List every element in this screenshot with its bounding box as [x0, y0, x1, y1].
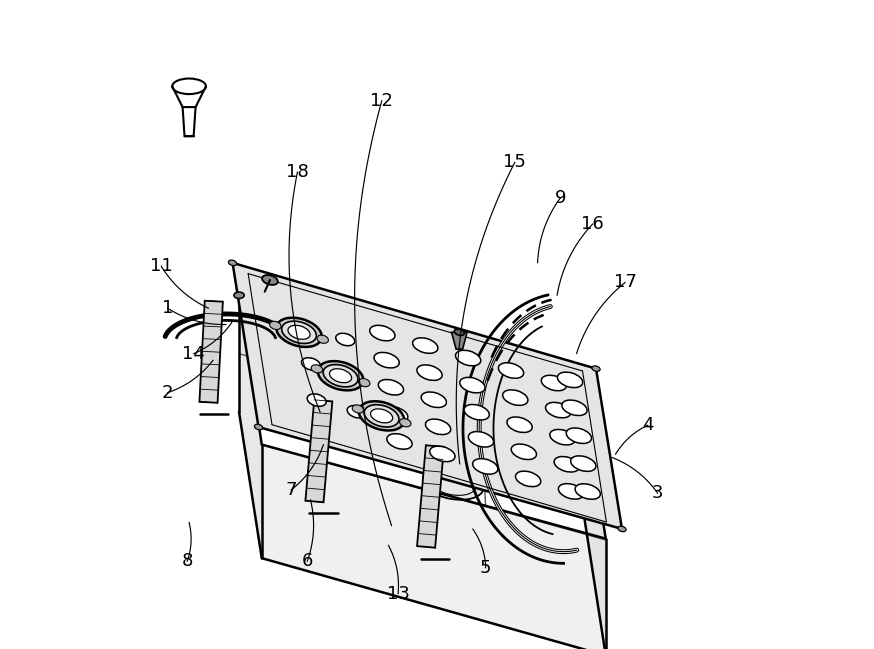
- Ellipse shape: [342, 369, 360, 382]
- Text: 4: 4: [642, 416, 654, 434]
- Text: 7: 7: [285, 481, 297, 499]
- Ellipse shape: [378, 380, 404, 395]
- Ellipse shape: [571, 456, 596, 471]
- Ellipse shape: [468, 432, 494, 447]
- Polygon shape: [239, 295, 262, 558]
- Ellipse shape: [234, 292, 244, 299]
- Ellipse shape: [503, 390, 528, 406]
- Ellipse shape: [371, 409, 392, 423]
- Ellipse shape: [562, 400, 587, 415]
- Ellipse shape: [541, 375, 566, 391]
- Ellipse shape: [426, 419, 451, 435]
- Ellipse shape: [464, 404, 489, 420]
- Ellipse shape: [575, 484, 600, 499]
- Ellipse shape: [323, 365, 358, 387]
- Ellipse shape: [421, 392, 447, 408]
- Ellipse shape: [318, 361, 364, 390]
- Text: 16: 16: [581, 215, 604, 233]
- Ellipse shape: [311, 365, 323, 373]
- Ellipse shape: [172, 79, 206, 94]
- Ellipse shape: [358, 378, 370, 387]
- Polygon shape: [199, 300, 223, 403]
- Ellipse shape: [262, 275, 278, 285]
- Text: 15: 15: [503, 153, 526, 171]
- Ellipse shape: [455, 350, 481, 366]
- Text: 1: 1: [162, 299, 173, 317]
- Ellipse shape: [545, 402, 571, 418]
- Ellipse shape: [550, 430, 575, 445]
- Ellipse shape: [460, 377, 485, 393]
- Polygon shape: [262, 445, 606, 649]
- Ellipse shape: [302, 358, 321, 370]
- Text: 17: 17: [614, 273, 636, 291]
- Ellipse shape: [507, 417, 532, 432]
- Text: 12: 12: [371, 92, 393, 110]
- Ellipse shape: [317, 335, 329, 343]
- Text: 14: 14: [182, 345, 205, 363]
- Polygon shape: [583, 393, 606, 649]
- Polygon shape: [452, 332, 467, 349]
- Ellipse shape: [473, 459, 498, 474]
- Ellipse shape: [558, 484, 584, 499]
- Ellipse shape: [413, 337, 438, 353]
- Ellipse shape: [276, 318, 322, 347]
- Ellipse shape: [359, 401, 405, 430]
- Ellipse shape: [288, 325, 310, 339]
- Ellipse shape: [566, 428, 592, 443]
- Ellipse shape: [370, 325, 395, 341]
- Ellipse shape: [228, 260, 237, 265]
- Ellipse shape: [352, 405, 364, 413]
- Ellipse shape: [554, 456, 579, 472]
- Text: 13: 13: [386, 585, 410, 603]
- Ellipse shape: [498, 363, 524, 378]
- Ellipse shape: [307, 394, 326, 406]
- Ellipse shape: [295, 322, 315, 334]
- Ellipse shape: [364, 405, 399, 427]
- Ellipse shape: [270, 321, 281, 330]
- Text: 8: 8: [182, 552, 193, 570]
- Ellipse shape: [454, 329, 464, 336]
- Polygon shape: [417, 445, 444, 548]
- Ellipse shape: [399, 419, 411, 427]
- Ellipse shape: [430, 446, 455, 461]
- Text: 11: 11: [149, 257, 172, 275]
- Polygon shape: [232, 263, 622, 529]
- Ellipse shape: [387, 434, 413, 449]
- Text: 6: 6: [302, 552, 313, 570]
- Ellipse shape: [511, 444, 537, 459]
- Polygon shape: [183, 107, 196, 136]
- Ellipse shape: [254, 424, 263, 430]
- Polygon shape: [305, 400, 332, 502]
- Ellipse shape: [329, 369, 351, 383]
- Ellipse shape: [383, 406, 408, 422]
- Ellipse shape: [417, 365, 442, 380]
- Ellipse shape: [336, 334, 355, 346]
- Ellipse shape: [558, 372, 583, 387]
- Text: 5: 5: [480, 559, 491, 577]
- Ellipse shape: [516, 471, 541, 487]
- Ellipse shape: [374, 352, 399, 368]
- Ellipse shape: [618, 526, 626, 532]
- Ellipse shape: [592, 366, 600, 371]
- Text: 18: 18: [286, 163, 309, 181]
- Ellipse shape: [347, 406, 366, 418]
- Text: 3: 3: [652, 484, 663, 502]
- Ellipse shape: [281, 321, 316, 343]
- Text: 2: 2: [162, 384, 173, 402]
- Text: 9: 9: [555, 189, 566, 207]
- Ellipse shape: [423, 467, 483, 500]
